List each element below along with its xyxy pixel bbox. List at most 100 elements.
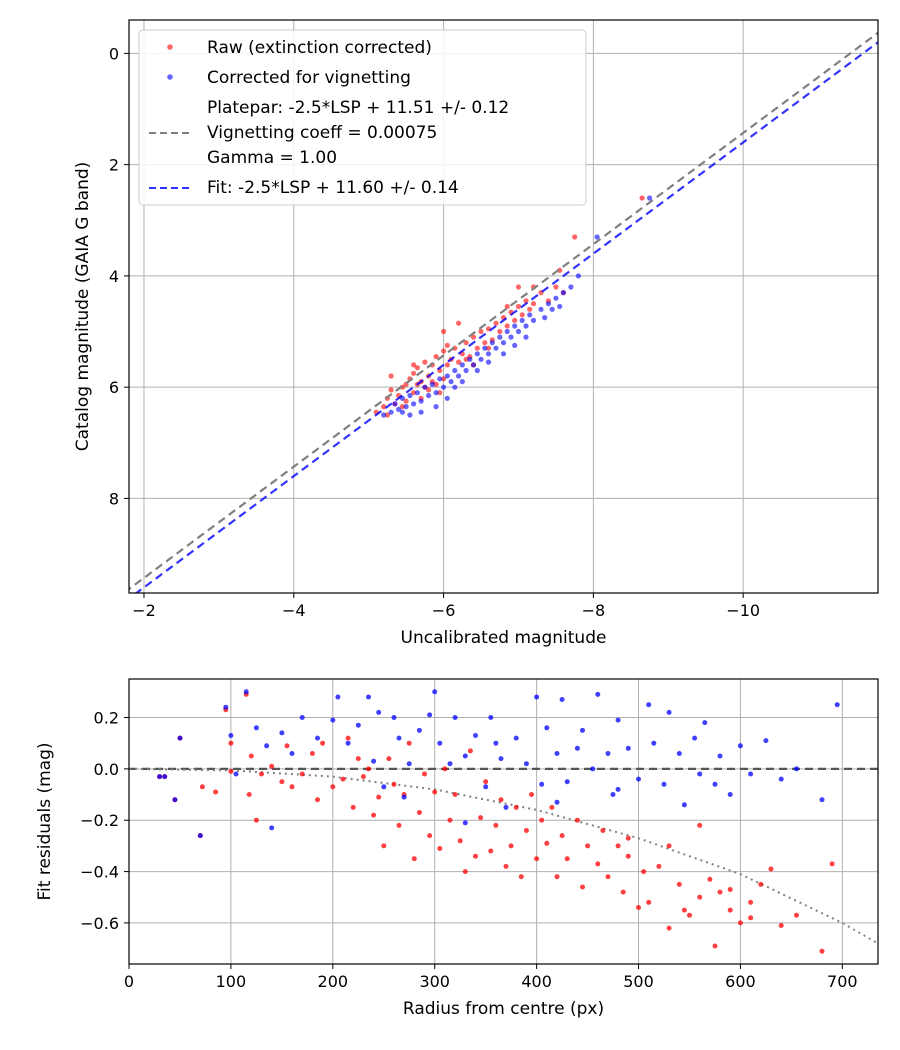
- data-point: [474, 351, 480, 357]
- data-point: [269, 763, 275, 769]
- data-point: [360, 774, 366, 780]
- data-point: [763, 738, 769, 744]
- data-point: [485, 351, 492, 357]
- data-point: [399, 409, 405, 415]
- data-point: [399, 404, 405, 410]
- ticks: 0 100 200 300 400 500 600 700 0.2 0.0 −0.2 −0.4 −0.6: [80, 709, 857, 991]
- data-point: [534, 856, 540, 862]
- data-point: [508, 843, 514, 849]
- data-point: [554, 751, 560, 756]
- data-point: [794, 912, 799, 918]
- data-point: [422, 384, 428, 390]
- data-point: [381, 843, 387, 849]
- ticks: −2 −4 −6 −8 −10 0 2 4 6 8: [109, 44, 760, 620]
- data-point: [483, 784, 489, 790]
- x-tick-label: −6: [432, 601, 456, 620]
- data-point: [666, 843, 672, 849]
- data-point: [513, 804, 519, 810]
- data-point: [427, 833, 433, 839]
- data-point: [376, 709, 382, 715]
- data-point: [600, 828, 606, 833]
- x-tick-label: −2: [132, 601, 156, 620]
- data-point: [515, 303, 522, 310]
- data-point: [388, 387, 394, 393]
- data-point: [448, 379, 454, 385]
- data-point: [444, 362, 450, 368]
- data-point: [467, 356, 473, 362]
- data-point: [463, 356, 469, 362]
- data-point: [610, 792, 616, 797]
- legend-label: Raw (extinction corrected): [207, 38, 432, 58]
- data-point: [330, 717, 336, 723]
- data-point: [279, 730, 285, 736]
- x-tick-label: 700: [827, 972, 858, 991]
- data-point: [651, 740, 657, 746]
- data-point: [523, 828, 529, 833]
- x-axis-label: Radius from centre (px): [403, 999, 604, 1019]
- data-point: [253, 725, 259, 731]
- data-point: [284, 743, 290, 749]
- data-point: [737, 743, 743, 749]
- data-point: [223, 704, 229, 710]
- legend-box: [138, 29, 587, 206]
- data-point: [504, 323, 510, 329]
- x-tick-label: 0: [124, 972, 134, 991]
- data-point: [432, 789, 438, 795]
- data-point: [647, 195, 653, 201]
- data-point: [523, 761, 529, 767]
- legend: Raw (extinction corrected) Corrected for …: [138, 29, 587, 206]
- x-tick-label: −10: [726, 601, 760, 620]
- data-point: [508, 334, 514, 340]
- data-point: [717, 753, 723, 759]
- plot-area: [129, 689, 878, 954]
- data-point: [459, 362, 465, 368]
- data-point: [515, 284, 522, 290]
- data-point: [666, 925, 672, 931]
- series-corrected-for-vignetting: [381, 195, 653, 418]
- data-point: [157, 774, 163, 780]
- data-point: [414, 390, 420, 396]
- data-point: [519, 317, 525, 323]
- data-point: [345, 735, 351, 741]
- data-point: [437, 846, 443, 851]
- data-point: [426, 387, 432, 393]
- data-point: [478, 815, 484, 821]
- data-point: [411, 362, 417, 368]
- data-point: [778, 776, 784, 782]
- data-point: [384, 412, 390, 418]
- y-tick-label: 0.0: [94, 760, 119, 779]
- data-point: [442, 766, 448, 772]
- data-point: [549, 804, 555, 810]
- x-tick-label: 100: [216, 972, 247, 991]
- data-point: [539, 781, 545, 787]
- data-point: [403, 398, 409, 404]
- data-point: [482, 345, 488, 351]
- data-point: [542, 315, 548, 321]
- residuals-plot: 0 100 200 300 400 500 600 700 0.2 0.0 −0.2 −0.4 −0.6…: [35, 678, 879, 1019]
- data-point: [485, 345, 492, 351]
- data-point: [692, 735, 698, 741]
- data-point: [515, 328, 522, 335]
- data-point: [504, 328, 510, 335]
- data-point: [758, 881, 764, 887]
- data-point: [427, 712, 433, 718]
- data-point: [478, 328, 484, 335]
- x-tick-label: 600: [725, 972, 756, 991]
- data-point: [315, 797, 320, 803]
- data-point: [564, 856, 570, 862]
- data-point: [470, 334, 477, 340]
- data-point: [697, 771, 703, 777]
- data-point: [493, 740, 499, 746]
- data-point: [366, 766, 371, 772]
- data-point: [512, 342, 518, 348]
- data-point: [497, 328, 503, 335]
- data-point: [702, 720, 708, 726]
- data-point: [441, 376, 447, 382]
- data-point: [687, 912, 692, 918]
- x-tick-label: 500: [623, 972, 654, 991]
- data-point: [544, 725, 550, 731]
- data-point: [544, 840, 550, 846]
- y-tick-label: −0.2: [80, 811, 119, 830]
- data-point: [549, 306, 555, 312]
